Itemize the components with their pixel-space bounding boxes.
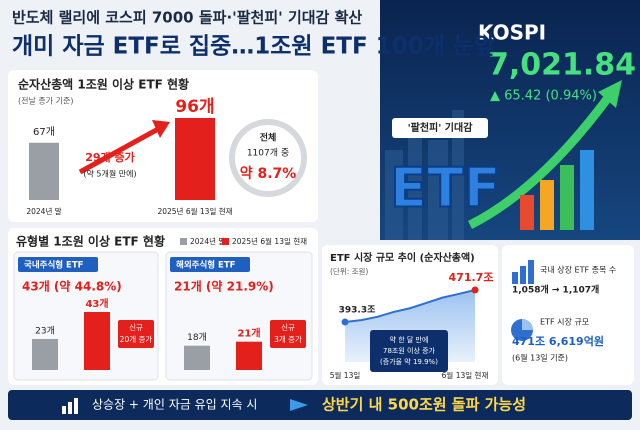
share-text: 전체 bbox=[260, 132, 277, 144]
etf-bars bbox=[520, 150, 594, 230]
legend-label: 2025년 6월 13일 현재 bbox=[232, 236, 307, 246]
share-value: 약 8.7% bbox=[240, 165, 297, 182]
stat-label: 국내 상장 ETF 종목 수 bbox=[540, 265, 616, 275]
legend-label: 2024년 말 bbox=[190, 236, 225, 246]
value-label: 21개 bbox=[237, 327, 260, 340]
category-note: 43개 (약 44.8%) bbox=[22, 279, 122, 294]
bar bbox=[32, 338, 58, 370]
tag: '팔천피' 기대감 bbox=[408, 121, 474, 134]
callout-text: 3개 증가 bbox=[274, 334, 302, 344]
stat-value: 471조 6,619억원 bbox=[512, 334, 604, 348]
tag-box bbox=[392, 118, 488, 138]
title: 개미 자금 ETF로 집중…1조원 ETF 100개 눈앞 bbox=[12, 34, 495, 60]
pie-icon bbox=[511, 319, 533, 341]
chart-subtitle: (전날 종가 기준) bbox=[18, 96, 74, 106]
value-label: 96개 bbox=[175, 97, 214, 117]
callout bbox=[270, 320, 306, 348]
chart-title: 유형별 1조원 이상 ETF 현황 bbox=[16, 234, 165, 249]
stat-note: (6월 13일 기준) bbox=[512, 353, 568, 363]
panel bbox=[502, 245, 634, 385]
share-text: 1107개 중 bbox=[247, 148, 289, 159]
kospi-label: KOSPI bbox=[478, 21, 546, 45]
green-arrow bbox=[467, 92, 614, 230]
category-note: 21개 (약 21.9%) bbox=[174, 279, 274, 294]
share-ring bbox=[229, 119, 307, 197]
stat-value: 1,058개 → 1,107개 bbox=[512, 284, 599, 296]
city-skyline bbox=[385, 110, 464, 240]
annotation: (약 5개월 만에) bbox=[83, 169, 136, 179]
chart-unit: (단위: 조원) bbox=[330, 266, 368, 276]
bar bbox=[84, 312, 110, 370]
subtitle: 반도체 랠리에 코스피 7000 돌파·'팔천피' 기대감 확산 bbox=[12, 9, 362, 27]
category-label: 국내주식형 ETF bbox=[24, 260, 84, 271]
green-arrow-head bbox=[598, 80, 622, 108]
annotation: 29개 증가 bbox=[85, 150, 135, 164]
callout-text: 약 한 달 만에 bbox=[390, 335, 429, 344]
value-label: 67개 bbox=[33, 126, 55, 138]
value-label: 43개 bbox=[85, 297, 108, 310]
red-arrow bbox=[78, 125, 162, 175]
value-label: 18개 bbox=[187, 332, 207, 343]
category-tab bbox=[18, 257, 98, 272]
legend-swatch bbox=[222, 238, 229, 245]
bar bbox=[184, 345, 210, 370]
callout-text: 20개 증가 bbox=[120, 334, 153, 344]
point bbox=[471, 286, 479, 294]
callout bbox=[118, 320, 154, 348]
category-label: 해외주식형 ETF bbox=[176, 260, 236, 271]
callout-text: 78조원 이상 증가 bbox=[383, 346, 436, 355]
x-label: 2024년 말 bbox=[26, 206, 61, 216]
callout-text: (증가율 약 19.9%) bbox=[380, 357, 438, 366]
bar bbox=[236, 341, 262, 370]
etf-sign: ETF bbox=[390, 157, 501, 220]
value-label: 471.7조 bbox=[449, 271, 494, 284]
footer-icon bbox=[62, 398, 78, 414]
legend-swatch bbox=[180, 238, 187, 245]
red-arrow-head bbox=[152, 120, 170, 138]
bar bbox=[29, 142, 59, 200]
point bbox=[341, 318, 349, 326]
footer-left: 상승장 + 개인 자금 유입 지속 시 bbox=[92, 398, 257, 412]
footer-bar bbox=[8, 390, 632, 420]
callout bbox=[370, 330, 448, 372]
x-label: 2025년 6월 13일 현재 bbox=[157, 206, 232, 216]
footer-arrow bbox=[290, 399, 308, 411]
footer-right: 상반기 내 500조원 돌파 가능성 bbox=[322, 396, 526, 414]
category-tab bbox=[170, 257, 250, 272]
callout-text: 신규 bbox=[281, 323, 295, 332]
value-label: 23개 bbox=[35, 325, 55, 336]
bar bbox=[175, 118, 215, 200]
callout-text: 신규 bbox=[129, 323, 143, 332]
kospi-change: ▲ 65.42 (0.94%) bbox=[490, 89, 597, 104]
chart-title: ETF 시장 규모 추이 (순자산총액) bbox=[330, 251, 475, 264]
stat-label: ETF 시장 규모 bbox=[540, 317, 589, 327]
chart-title: 순자산총액 1조원 이상 ETF 현황 bbox=[18, 77, 189, 92]
line bbox=[344, 289, 476, 323]
x-label: 6월 13일 현재 bbox=[442, 370, 489, 380]
value-label: 393.3조 bbox=[339, 305, 376, 316]
kospi-value: 7,021.84 bbox=[488, 48, 636, 83]
x-label: 5월 13일 bbox=[330, 370, 361, 380]
stat-icon bbox=[512, 260, 534, 284]
